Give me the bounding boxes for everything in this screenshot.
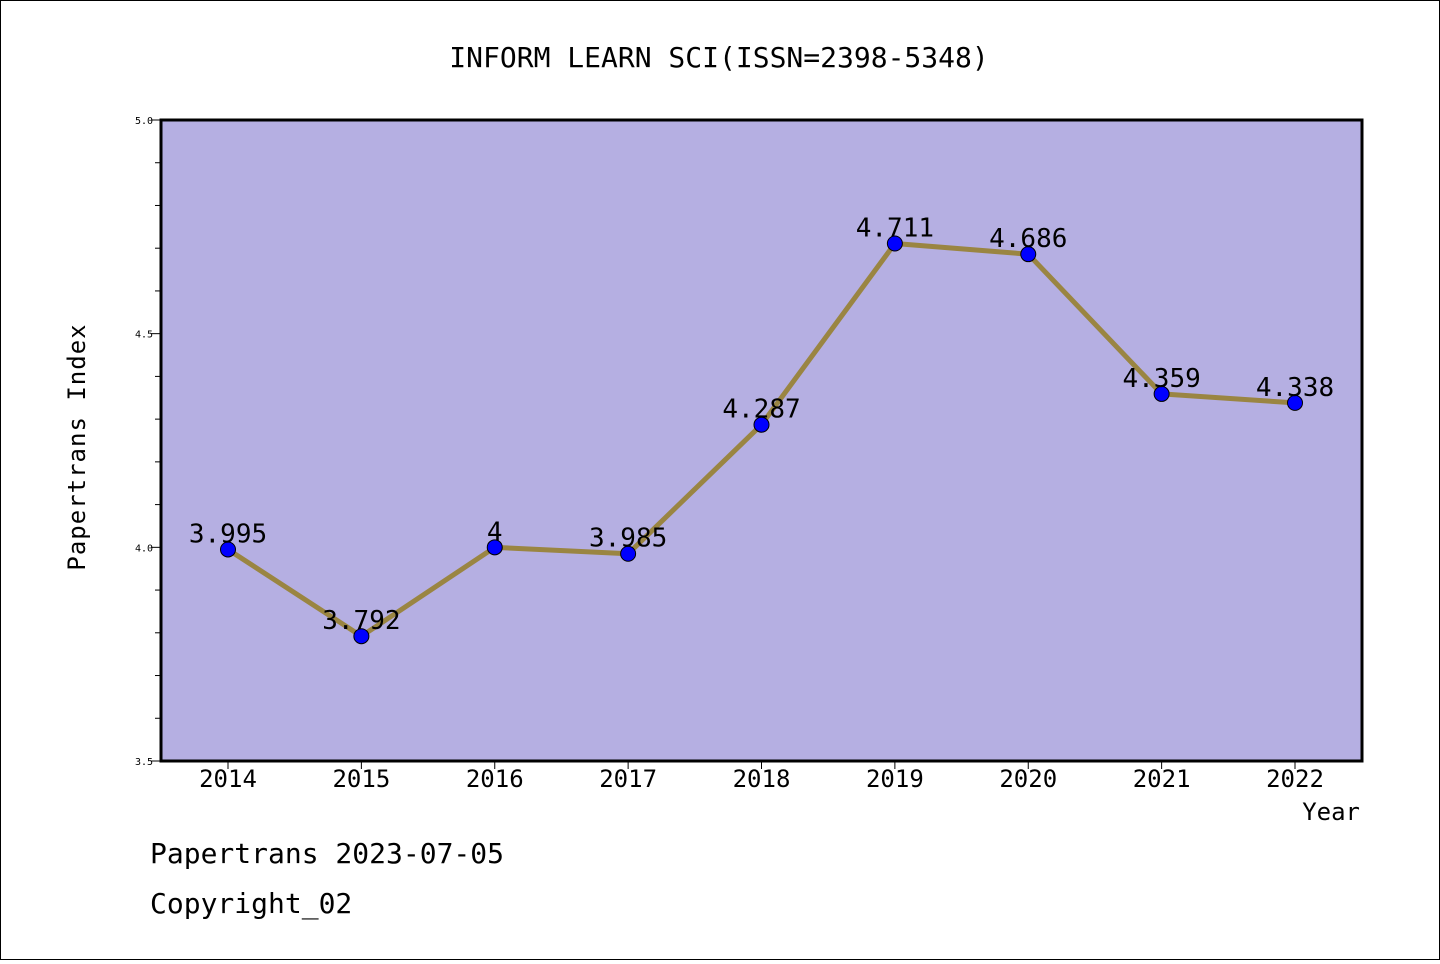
- footer-copyright: Copyright_02: [150, 887, 352, 921]
- y-axis-label: Papertrans Index: [63, 323, 91, 570]
- plot-area: [159, 118, 1364, 763]
- x-tick-label: 2018: [733, 765, 791, 793]
- data-point: [220, 541, 236, 558]
- data-label: 3.792: [322, 606, 400, 636]
- data-point: [1020, 246, 1037, 263]
- x-tick-label: 2017: [599, 765, 657, 793]
- x-tick-label: 2020: [999, 765, 1057, 793]
- y-tick-label: 4.0: [135, 543, 153, 554]
- data-point: [1287, 394, 1303, 411]
- x-axis: 2014 2015 2016 2017 2018 2019 2020 2021 2022: [199, 761, 1324, 793]
- x-tick-label: 2019: [866, 765, 924, 793]
- x-axis-label: Year: [1302, 798, 1360, 826]
- chart-title: INFORM LEARN SCI(ISSN=2398-5348): [449, 41, 988, 74]
- data-label: 4: [487, 517, 503, 547]
- data-labels: 3.995 3.792 4 3.985 4.287 4.711 4.686 4.359 4.33…: [189, 213, 1334, 636]
- x-tick-label: 2014: [199, 765, 257, 793]
- data-point: [1153, 385, 1170, 402]
- data-point: [353, 628, 370, 645]
- data-label: 4.287: [722, 395, 800, 425]
- data-point: [620, 545, 637, 562]
- series-line: [220, 235, 1303, 645]
- data-label: 4.338: [1256, 373, 1334, 403]
- data-point: [486, 539, 503, 556]
- y-tick-label: 4.5: [135, 330, 153, 341]
- y-axis: 3.5 4.0 4.5 5.0: [135, 116, 161, 768]
- x-tick-label: 2021: [1133, 765, 1191, 793]
- data-label: 3.985: [589, 524, 667, 554]
- data-label: 4.359: [1122, 364, 1200, 394]
- x-tick-label: 2015: [332, 765, 390, 793]
- x-tick-label: 2016: [466, 765, 524, 793]
- data-label: 3.995: [189, 519, 267, 549]
- data-label: 4.686: [989, 224, 1067, 254]
- data-point: [753, 416, 770, 433]
- data-point: [886, 235, 903, 252]
- footer-date: Papertrans 2023-07-05: [150, 837, 504, 870]
- y-tick-label: 5.0: [135, 116, 153, 127]
- y-tick-label: 3.5: [135, 757, 153, 768]
- x-tick-label: 2022: [1266, 765, 1324, 793]
- data-label: 4.711: [856, 213, 934, 243]
